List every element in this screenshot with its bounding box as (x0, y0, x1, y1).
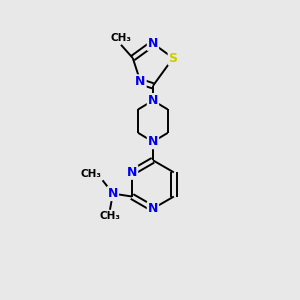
Text: N: N (148, 135, 158, 148)
Text: N: N (148, 37, 158, 50)
Text: N: N (135, 75, 146, 88)
Text: N: N (148, 94, 158, 107)
Text: N: N (108, 187, 118, 200)
Text: CH₃: CH₃ (110, 33, 131, 43)
Text: S: S (169, 52, 178, 64)
Text: N: N (127, 166, 137, 179)
Text: N: N (148, 202, 158, 215)
Text: CH₃: CH₃ (100, 211, 121, 221)
Text: CH₃: CH₃ (80, 169, 101, 179)
